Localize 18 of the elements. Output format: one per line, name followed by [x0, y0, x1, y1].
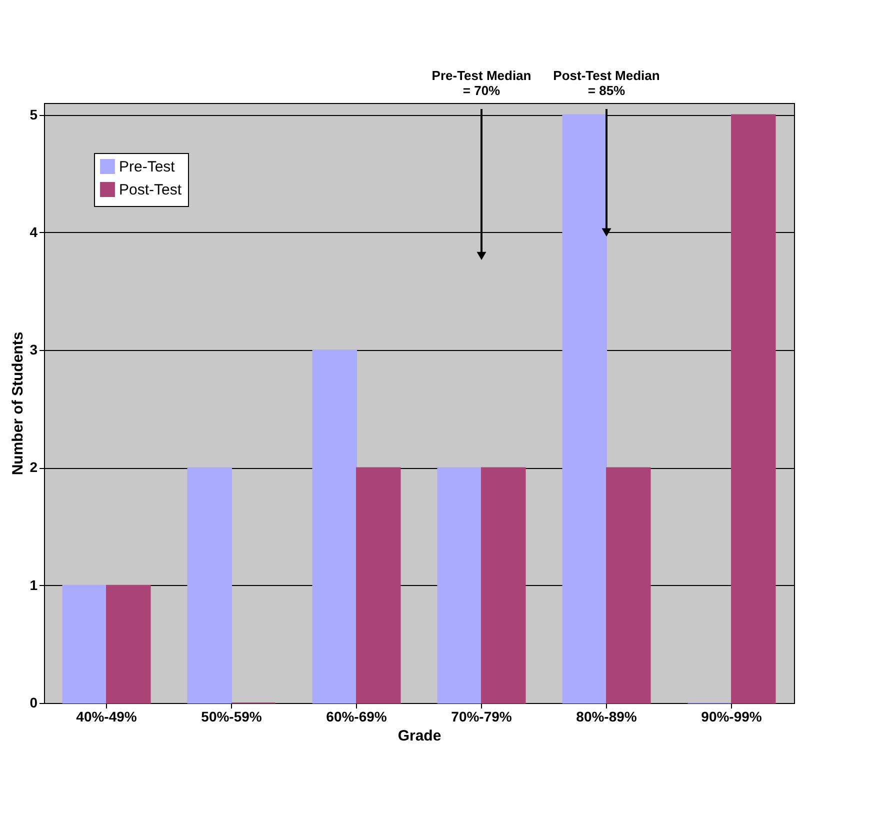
x-tick-label: 90%-99%: [701, 708, 762, 724]
y-tick-label: 2: [30, 459, 38, 476]
x-tick-label: 80%-89%: [576, 708, 638, 724]
y-tick-label: 5: [30, 106, 38, 122]
x-tick-label: 40%-49%: [76, 708, 138, 724]
x-tick-label: 50%-59%: [201, 708, 262, 724]
annotation: Post-Test Median = 85%: [553, 68, 660, 98]
x-axis-title: Grade: [398, 728, 442, 744]
y-tick-label: 4: [30, 224, 38, 240]
legend-label: Pre-Test: [119, 158, 176, 176]
annotation: Pre-Test Median = 70%: [432, 68, 532, 98]
y-tick-label: 3: [30, 342, 38, 358]
x-tick-label: 70%-79%: [451, 708, 512, 724]
y-tick-label: 0: [30, 694, 38, 710]
y-axis-title: Number of Students: [10, 332, 27, 476]
x-tick-label: 60%-69%: [326, 708, 388, 724]
y-tick-label: 1: [30, 576, 38, 593]
legend-label: Post-Test: [119, 182, 182, 198]
